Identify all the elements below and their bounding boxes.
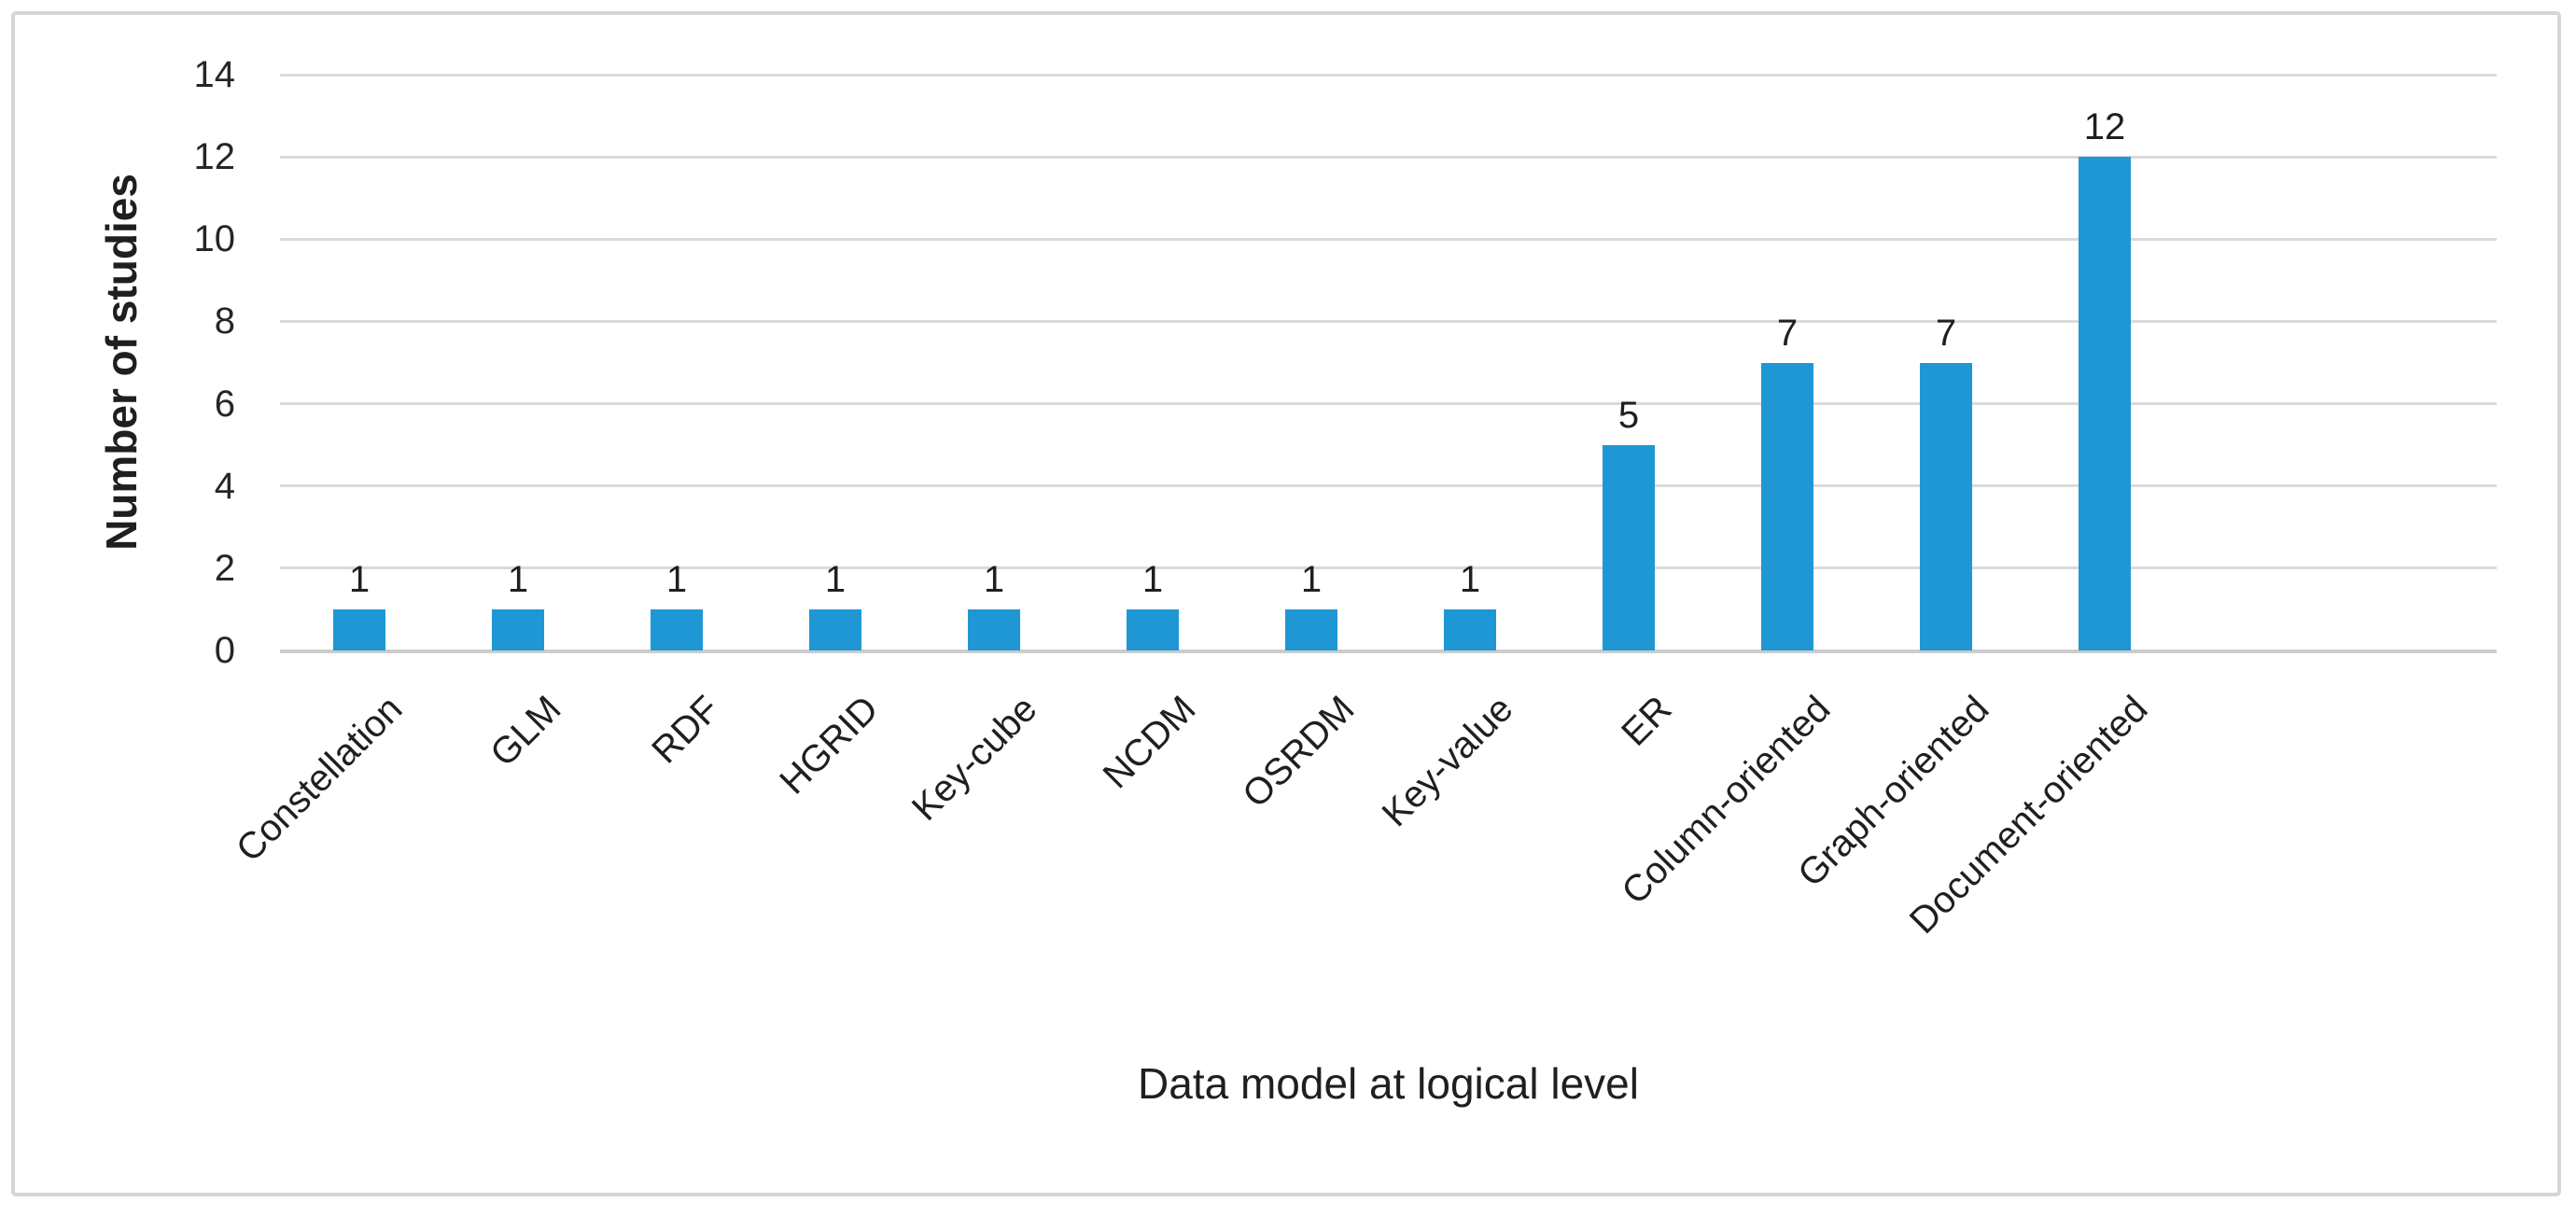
y-tick-label: 12: [193, 136, 236, 178]
bar-value-label: 1: [348, 558, 371, 600]
y-tick-label: 0: [214, 630, 235, 671]
gridline: [280, 237, 2497, 241]
bar-value-label: 1: [1141, 558, 1164, 600]
bar: [492, 608, 544, 650]
gridline: [280, 484, 2497, 488]
bar: [1920, 362, 1972, 650]
y-tick-label: 4: [214, 465, 235, 507]
bar-value-label: 1: [1459, 558, 1481, 600]
bar: [1444, 608, 1496, 650]
bar-value-label: 7: [1776, 312, 1799, 354]
bar: [1603, 444, 1655, 650]
bar-value-label: 12: [2083, 106, 2126, 148]
gridline: [280, 73, 2497, 77]
bar: [1761, 362, 1813, 650]
bar: [333, 608, 385, 650]
bar-value-label: 1: [824, 558, 847, 600]
y-tick-label: 10: [193, 218, 236, 260]
x-axis-title: Data model at logical level: [1138, 1059, 1639, 1108]
gridline: [280, 155, 2497, 159]
y-tick-label: 2: [214, 547, 235, 589]
chart-border-frame: [11, 11, 2561, 1196]
y-tick-label: 8: [214, 301, 235, 342]
bar: [2079, 157, 2131, 650]
y-tick-label: 6: [214, 383, 235, 425]
bar-value-label: 1: [665, 558, 688, 600]
bar: [1285, 608, 1337, 650]
bar-value-label: 5: [1617, 394, 1640, 436]
bar-value-label: 7: [1935, 312, 1957, 354]
bar: [651, 608, 703, 650]
bar-value-label: 1: [983, 558, 1005, 600]
bar-value-label: 1: [507, 558, 529, 600]
x-axis-line: [280, 649, 2497, 653]
bar: [1127, 608, 1179, 650]
gridline: [280, 566, 2497, 570]
bar: [968, 608, 1020, 650]
y-tick-label: 14: [193, 54, 236, 95]
bar: [809, 608, 861, 650]
gridline: [280, 402, 2497, 406]
gridline: [280, 319, 2497, 323]
bar-value-label: 1: [1300, 558, 1323, 600]
